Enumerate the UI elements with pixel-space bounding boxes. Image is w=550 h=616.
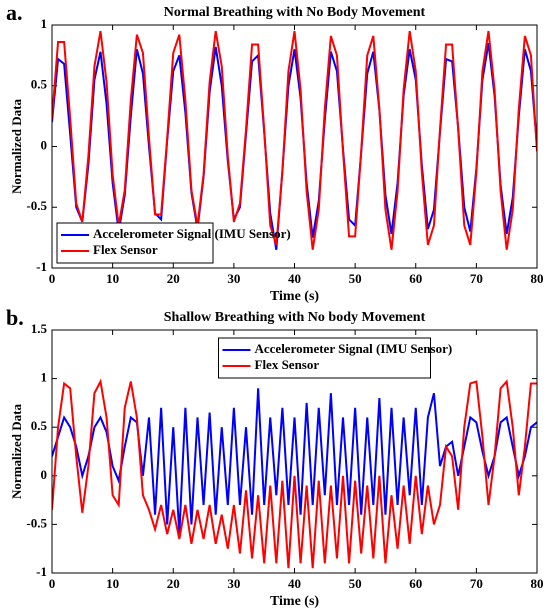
- y-tick-label: 0: [41, 467, 48, 482]
- legend-box: [218, 337, 431, 379]
- x-tick-label: 40: [288, 271, 301, 286]
- y-tick-label: -1: [36, 564, 47, 579]
- series-line: [52, 378, 537, 569]
- legend-label: Flex Sensor: [93, 242, 158, 257]
- x-tick-label: 30: [227, 271, 240, 286]
- panel-label: b.: [6, 305, 24, 330]
- series-line: [52, 30, 537, 250]
- x-tick-label: 10: [106, 576, 119, 591]
- legend-label: Accelerometer Signal (IMU Sensor): [93, 226, 291, 241]
- x-tick-label: 0: [49, 576, 56, 591]
- x-tick-label: 50: [349, 576, 362, 591]
- series-line: [52, 388, 537, 535]
- y-tick-label: 0.5: [31, 77, 48, 92]
- y-tick-label: 0: [41, 137, 48, 152]
- legend-box: [56, 222, 214, 264]
- x-tick-label: 60: [409, 576, 422, 591]
- panel-label: a.: [6, 0, 23, 25]
- x-tick-label: 30: [227, 576, 240, 591]
- x-tick-label: 10: [106, 271, 119, 286]
- plot-frame: [51, 24, 538, 269]
- y-tick-label: 1: [41, 16, 48, 31]
- x-tick-label: 70: [470, 576, 483, 591]
- y-tick-label: 1.5: [31, 321, 48, 336]
- x-tick-label: 50: [349, 271, 362, 286]
- x-tick-label: 60: [409, 271, 422, 286]
- x-tick-label: 80: [531, 576, 544, 591]
- x-tick-label: 0: [49, 271, 56, 286]
- chart-title: Shallow Breathing with No body Movement: [164, 310, 426, 325]
- y-tick-label: 1: [41, 370, 48, 385]
- y-tick-label: 0.5: [31, 418, 48, 433]
- x-tick-label: 20: [167, 576, 180, 591]
- plot-frame: [51, 329, 538, 574]
- y-tick-label: -0.5: [26, 515, 47, 530]
- y-tick-label: -1: [36, 259, 47, 274]
- x-axis-label: Time (s): [270, 594, 319, 609]
- y-axis-label: Normalized Data: [9, 404, 24, 499]
- x-axis-label: Time (s): [270, 289, 319, 304]
- legend-label: Flex Sensor: [255, 357, 320, 372]
- x-tick-label: 80: [531, 271, 544, 286]
- x-tick-label: 70: [470, 271, 483, 286]
- legend-label: Accelerometer Signal (IMU Sensor): [255, 341, 453, 356]
- x-tick-label: 40: [288, 576, 301, 591]
- x-tick-label: 20: [167, 271, 180, 286]
- chart-title: Normal Breathing with No Body Movement: [164, 5, 426, 20]
- y-tick-label: -0.5: [26, 198, 47, 213]
- y-axis-label: Normalized Data: [9, 99, 24, 194]
